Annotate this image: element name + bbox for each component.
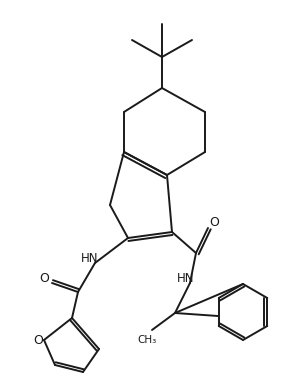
Text: O: O [209, 216, 219, 230]
Text: CH₃: CH₃ [137, 335, 157, 345]
Text: O: O [39, 273, 49, 285]
Text: HN: HN [81, 252, 99, 265]
Text: O: O [33, 334, 43, 346]
Text: HN: HN [177, 271, 195, 285]
